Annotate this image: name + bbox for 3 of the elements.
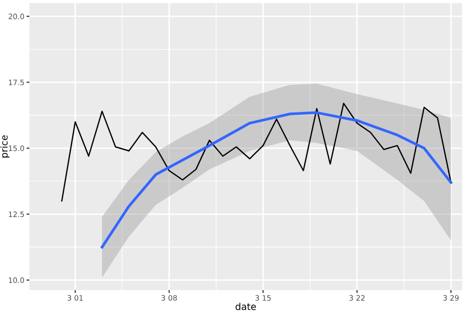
y-axis-title: price xyxy=(0,135,10,158)
line-series xyxy=(100,111,452,248)
x-axis-title: date xyxy=(236,302,256,310)
